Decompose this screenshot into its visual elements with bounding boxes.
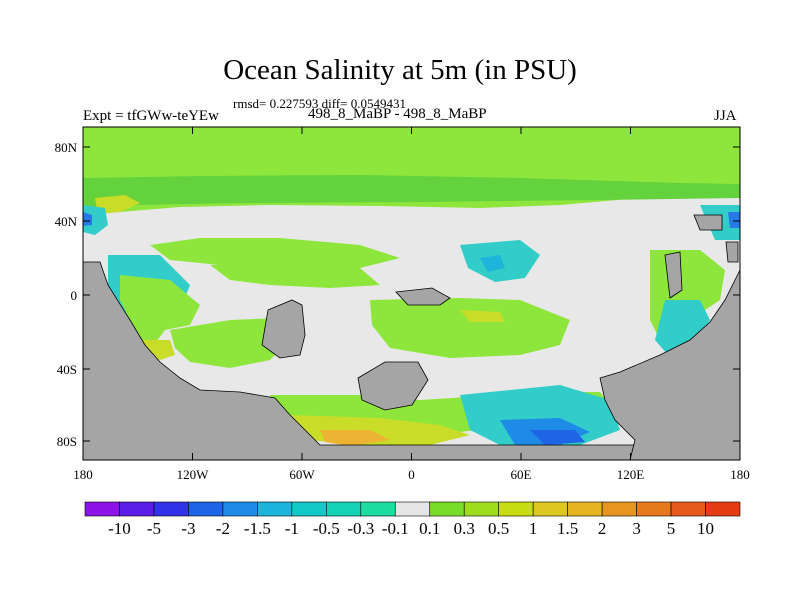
colorbar-label: -3 xyxy=(181,519,195,538)
colorbar-swatch xyxy=(532,501,568,517)
experiment-label: Expt = tfGWw-teYEw xyxy=(83,108,219,124)
npac-green-patch-2 xyxy=(210,262,380,288)
colorbar-label: -5 xyxy=(147,519,161,538)
colorbar-label: -0.5 xyxy=(313,519,340,538)
colorbar-label: -1 xyxy=(285,519,299,538)
lat-tick-label: 40S xyxy=(57,362,77,377)
north-positive-core xyxy=(83,175,740,207)
npac-green-patch xyxy=(150,238,400,272)
colorbar-swatch xyxy=(429,501,465,517)
colorbar-swatch xyxy=(326,501,362,517)
season-label: JJA xyxy=(714,108,737,124)
lat-tick-label: 0 xyxy=(71,288,78,303)
colorbar-swatch xyxy=(705,501,741,517)
natl-blue-patch xyxy=(480,255,505,272)
colorbar-label: 5 xyxy=(667,519,676,538)
colorbar-label: -1.5 xyxy=(244,519,271,538)
longitude-axis: 180 120W 60W 0 60E 120E 180 xyxy=(73,127,750,482)
colorbar-labels: -10 -5 -3 -2 -1.5 -1 -0.5 -0.3 -0.1 0.1 0.3 0.5 1 1.5… xyxy=(108,519,714,538)
colorbar-swatch xyxy=(84,501,120,517)
colorbar-swatch xyxy=(601,501,637,517)
colorbar-label: -0.1 xyxy=(382,519,409,538)
colorbar-swatch xyxy=(394,501,431,517)
colorbar-label: -2 xyxy=(216,519,230,538)
lon-tick-label: 180 xyxy=(730,467,750,482)
north-yellow-patch xyxy=(95,195,140,214)
nw-cyan-patch xyxy=(83,205,108,235)
eastern-island xyxy=(664,251,683,299)
ne-blue-patch xyxy=(728,212,740,228)
latitude-axis: 80N 40N 0 40S 80S xyxy=(55,140,740,449)
equatorial-island xyxy=(395,287,451,306)
map-field xyxy=(82,127,741,461)
lon-tick-label: 180 xyxy=(73,467,93,482)
lat-tick-label: 40N xyxy=(55,214,78,229)
south-indian-deep-blue xyxy=(530,430,585,445)
colorbar-label: 0.1 xyxy=(419,519,440,538)
colorbar-swatch xyxy=(463,501,499,517)
colorbar-label: 0.3 xyxy=(454,519,475,538)
central-green-band xyxy=(370,298,570,358)
colorbar-swatch xyxy=(670,501,706,517)
colorbar-swatch xyxy=(498,501,534,517)
colorbar-swatch xyxy=(567,501,603,517)
cpac-green-patch xyxy=(170,318,290,368)
colorbar-label: 10 xyxy=(697,519,714,538)
colorbar xyxy=(84,501,741,517)
southern-orange-patch xyxy=(320,430,390,446)
lon-tick-label: 60W xyxy=(289,467,315,482)
colorbar-label: 2 xyxy=(598,519,607,538)
colorbar-swatch xyxy=(291,501,327,517)
lon-tick-label: 0 xyxy=(408,467,415,482)
lon-tick-label: 120E xyxy=(617,467,645,482)
lat-tick-label: 80N xyxy=(55,140,78,155)
colorbar-swatch xyxy=(153,501,189,517)
nw-blue-patch xyxy=(83,212,92,226)
southern-island xyxy=(357,361,429,411)
colorbar-swatch xyxy=(188,501,224,517)
colorbar-swatch xyxy=(636,501,672,517)
colorbar-swatch xyxy=(360,501,396,517)
colorbar-label: 3 xyxy=(632,519,641,538)
colorbar-label: -0.3 xyxy=(347,519,374,538)
stats-label: rmsd= 0.227593 diff= 0.0549431 xyxy=(233,96,406,111)
colorbar-swatch xyxy=(257,501,293,517)
colorbar-label: 1 xyxy=(529,519,538,538)
central-pacific-island xyxy=(261,299,306,359)
ne-small-island xyxy=(725,241,739,263)
ne-island xyxy=(693,214,723,231)
colorbar-label: 1.5 xyxy=(557,519,578,538)
colorbar-swatch xyxy=(222,501,258,517)
colorbar-label: -10 xyxy=(108,519,131,538)
comparison-label: 498_8_MaBP - 498_8_MaBP xyxy=(308,106,487,122)
east-cyan-patch xyxy=(655,300,710,355)
lon-tick-label: 120W xyxy=(177,467,210,482)
lat-tick-label: 80S xyxy=(57,434,77,449)
colorbar-label: 0.5 xyxy=(488,519,509,538)
colorbar-swatch xyxy=(119,501,155,517)
chart-title: Ocean Salinity at 5m (in PSU) xyxy=(223,54,577,86)
west-green-strip xyxy=(120,275,200,350)
lon-tick-label: 60E xyxy=(511,467,532,482)
central-yellow-patch xyxy=(460,310,505,322)
